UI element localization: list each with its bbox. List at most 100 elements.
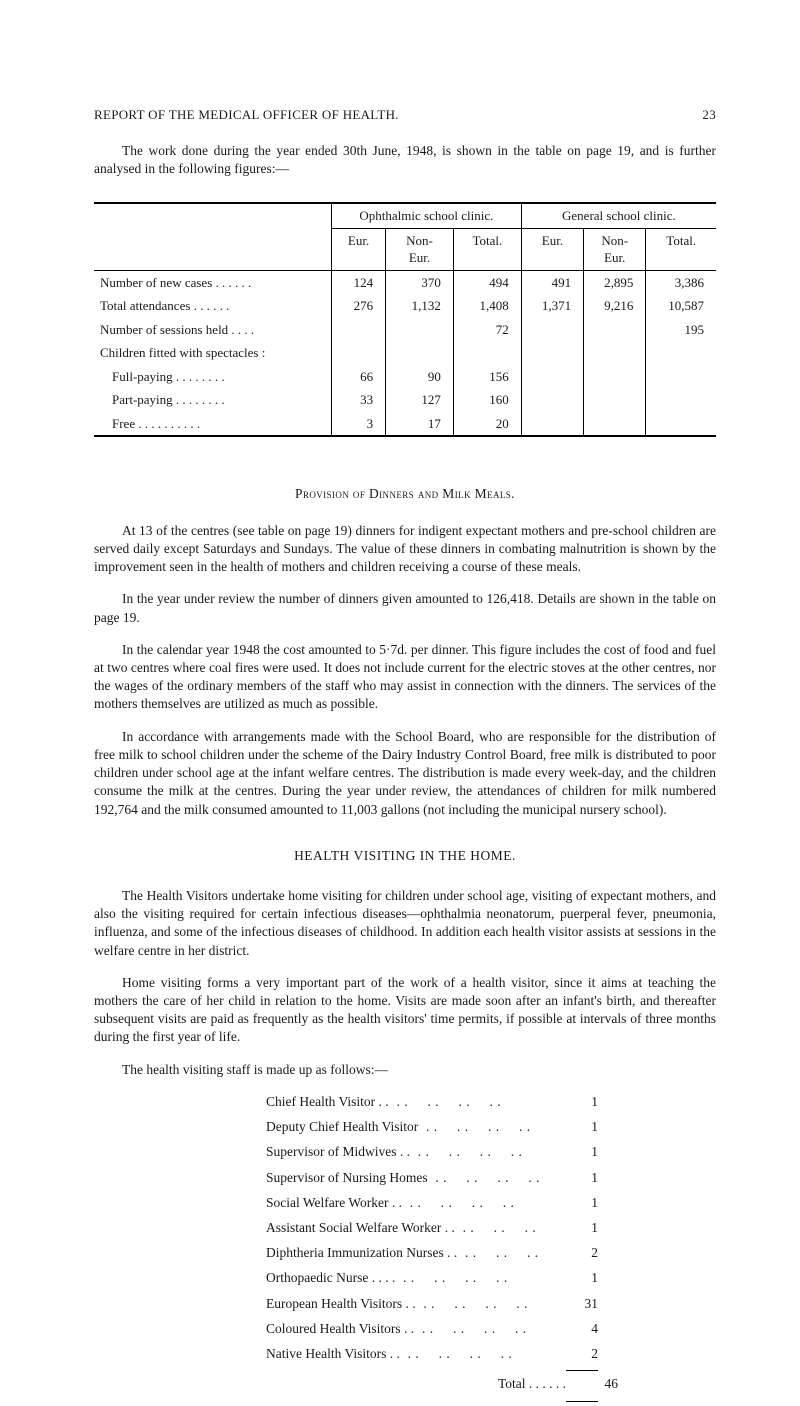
table-cell: 3,386 [646,270,716,294]
staff-row: European Health Visitors . .31 [266,1295,716,1313]
visiting-p1: The Health Visitors undertake home visit… [94,887,716,960]
table-cell [646,341,716,365]
visiting-p2: Home visiting forms a very important par… [94,974,716,1047]
staff-count: 2 [566,1244,598,1262]
table-cell [646,388,716,412]
staff-row: Deputy Chief Health Visitor1 [266,1118,716,1136]
staff-total-row: Total . . . . . .46 [266,1375,716,1393]
table-cell: 156 [453,365,521,389]
table-cell [332,318,386,342]
table-row-desc: Total attendances . . . . . . [94,294,332,318]
staff-row: Orthopaedic Nurse . . . .1 [266,1269,716,1287]
staff-row: Supervisor of Nursing Homes1 [266,1169,716,1187]
th-total: Total. [453,228,521,270]
table-cell [646,412,716,437]
table-cell [521,365,583,389]
table-cell: 20 [453,412,521,437]
staff-row: Assistant Social Welfare Worker . .1 [266,1219,716,1237]
th-total: Total. [646,228,716,270]
section-title-visiting: HEALTH VISITING IN THE HOME. [94,847,716,865]
table-cell: 1,408 [453,294,521,318]
table-cell: 124 [332,270,386,294]
table-row-desc: Number of new cases . . . . . . [94,270,332,294]
staff-count: 1 [566,1093,598,1111]
table-cell [332,341,386,365]
table-cell [584,318,646,342]
th-general: General school clinic. [521,203,716,228]
staff-label: Deputy Chief Health Visitor [266,1118,566,1136]
clinic-table: Ophthalmic school clinic. General school… [94,202,716,437]
staff-list: Chief Health Visitor . .1Deputy Chief He… [266,1093,716,1402]
staff-row: Supervisor of Midwives . .1 [266,1143,716,1161]
staff-label: Orthopaedic Nurse . . . . [266,1269,566,1287]
table-cell: 10,587 [646,294,716,318]
table-cell: 1,371 [521,294,583,318]
th-eur: Eur. [332,228,386,270]
table-cell: 9,216 [584,294,646,318]
table-cell: 370 [386,270,454,294]
staff-label: Coloured Health Visitors . . [266,1320,566,1338]
table-cell [584,365,646,389]
table-cell: 33 [332,388,386,412]
table-cell [521,341,583,365]
staff-label: Supervisor of Midwives . . [266,1143,566,1161]
staff-total-count: 46 [586,1375,618,1393]
table-cell: 17 [386,412,454,437]
th-non-eur: Non- Eur. [584,228,646,270]
table-cell: 276 [332,294,386,318]
staff-label: Supervisor of Nursing Homes [266,1169,566,1187]
dinners-p1: At 13 of the centres (see table on page … [94,522,716,577]
staff-row: Coloured Health Visitors . .4 [266,1320,716,1338]
staff-count: 1 [566,1269,598,1287]
th-non-eur: Non- Eur. [386,228,454,270]
staff-row: Diphtheria Immunization Nurses . .2 [266,1244,716,1262]
table-cell [521,412,583,437]
visiting-p3: The health visiting staff is made up as … [94,1061,716,1079]
staff-count: 31 [566,1295,598,1313]
staff-count: 4 [566,1320,598,1338]
table-cell: 491 [521,270,583,294]
staff-count: 2 [566,1345,598,1363]
section-title-dinners: Provision of Dinners and Milk Meals. [94,485,716,503]
table-cell: 72 [453,318,521,342]
staff-label: Chief Health Visitor . . [266,1093,566,1111]
table-row-desc: Number of sessions held . . . . [94,318,332,342]
staff-count: 1 [566,1194,598,1212]
table-cell: 494 [453,270,521,294]
table-cell [584,412,646,437]
table-cell [584,388,646,412]
staff-label: Social Welfare Worker . . [266,1194,566,1212]
staff-count: 1 [566,1169,598,1187]
staff-row: Native Health Visitors . .2 [266,1345,716,1363]
th-ophthalmic: Ophthalmic school clinic. [332,203,522,228]
table-row-desc: Children fitted with spectacles : [94,341,332,365]
table-row-desc: Full-paying . . . . . . . . [94,365,332,389]
table-cell: 160 [453,388,521,412]
dinners-p4: In accordance with arrangements made wit… [94,728,716,819]
page-number: 23 [702,106,716,124]
table-cell [521,318,583,342]
table-cell [584,341,646,365]
staff-label: Diphtheria Immunization Nurses . . [266,1244,566,1262]
staff-count: 1 [566,1219,598,1237]
th-eur: Eur. [521,228,583,270]
table-cell [453,341,521,365]
table-cell: 3 [332,412,386,437]
staff-label: European Health Visitors . . [266,1295,566,1313]
table-row-desc: Free . . . . . . . . . . [94,412,332,437]
dinners-p3: In the calendar year 1948 the cost amoun… [94,641,716,714]
lead-paragraph: The work done during the year ended 30th… [94,142,716,178]
staff-label: Native Health Visitors . . [266,1345,566,1363]
table-cell: 90 [386,365,454,389]
table-cell: 2,895 [584,270,646,294]
table-cell [386,318,454,342]
table-cell: 195 [646,318,716,342]
running-head: REPORT OF THE MEDICAL OFFICER OF HEALTH. [94,106,399,124]
staff-label: Assistant Social Welfare Worker . . [266,1219,566,1237]
table-cell [521,388,583,412]
table-row-desc: Part-paying . . . . . . . . [94,388,332,412]
table-cell: 1,132 [386,294,454,318]
staff-count: 1 [566,1118,598,1136]
staff-row: Social Welfare Worker . .1 [266,1194,716,1212]
table-cell: 66 [332,365,386,389]
